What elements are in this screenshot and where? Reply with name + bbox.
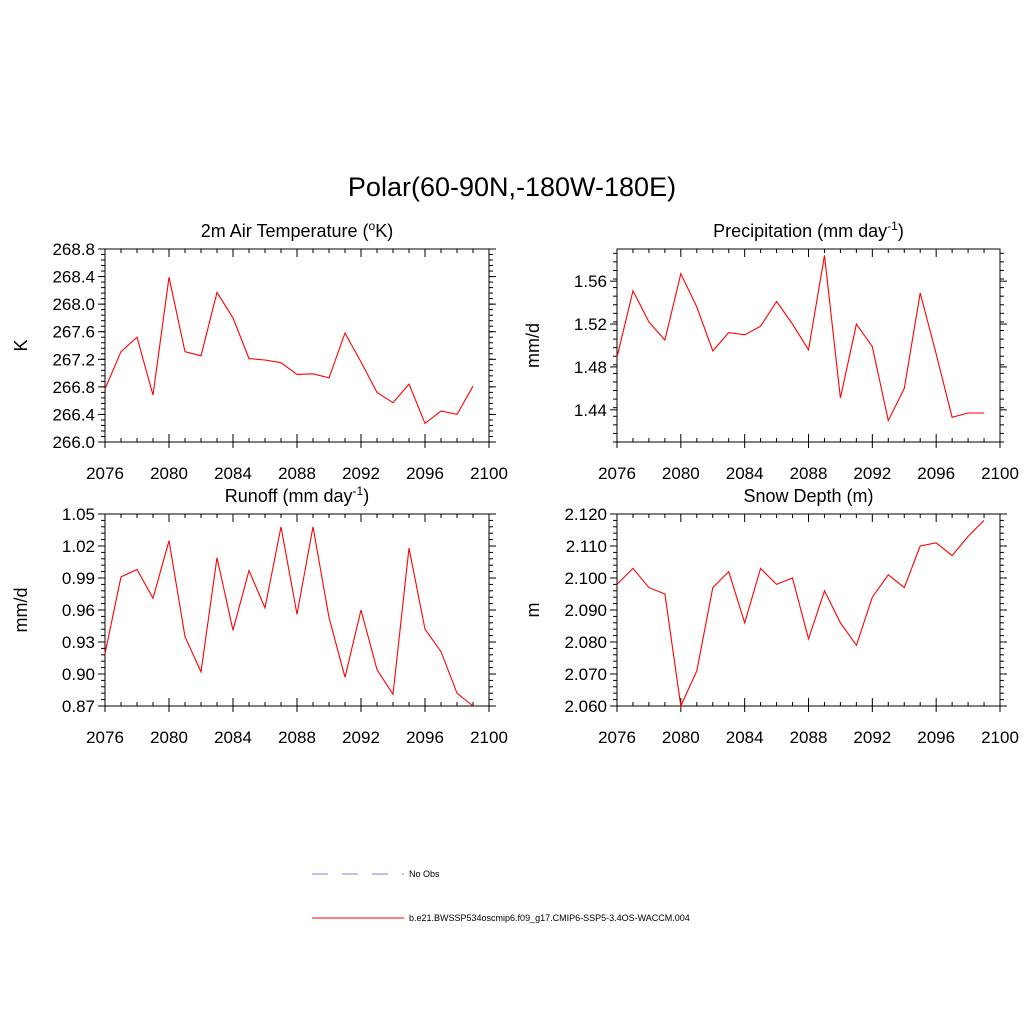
x-tick-label: 2096: [917, 464, 955, 483]
x-tick-label: 2084: [726, 464, 764, 483]
panels-container: 2m Air Temperature (oK) K 2076 2080 2084 2088…: [11, 219, 1019, 747]
x-tick-label: 2084: [214, 728, 252, 747]
legend-model-label: b.e21.BWSSP534oscmip6.f09_g17.CMIP6-SSP5…: [409, 913, 690, 923]
y-tick-label: 2.060: [564, 697, 607, 716]
x-tick-label: 2088: [790, 464, 828, 483]
y-tick-label: 1.48: [574, 358, 607, 377]
y-tick-label: 2.120: [564, 505, 607, 524]
y-tick-label: 266.0: [52, 433, 95, 452]
y-tick-label: 0.96: [62, 601, 95, 620]
y-tick-label: 2.100: [564, 569, 607, 588]
chart-panel-4: Snow Depth (m) m 2076 2080 2084 2088 2092 2096 2…: [523, 486, 1019, 747]
y-tick-label: 267.2: [52, 350, 95, 369]
panel-title: 2m Air Temperature (oK): [201, 219, 393, 241]
y-tick-label: 1.44: [574, 401, 607, 420]
figure-title: Polar(60-90N,-180W-180E): [348, 172, 676, 202]
plot-frame: [104, 513, 490, 707]
x-tick-label: 2092: [342, 728, 380, 747]
y-axis-label: m: [523, 603, 543, 618]
x-tick-label: 2080: [662, 728, 700, 747]
series-line-model: [616, 520, 985, 708]
x-tick-label: 2088: [790, 728, 828, 747]
series-line-model: [104, 277, 474, 425]
x-tick-label: 2092: [342, 464, 380, 483]
y-tick-label: 1.52: [574, 315, 607, 334]
plot-frame: [616, 248, 1001, 443]
x-tick-label: 2084: [726, 728, 764, 747]
y-tick-label: 0.99: [62, 569, 95, 588]
x-tick-label: 2088: [278, 464, 316, 483]
legend: No Obs b.e21.BWSSP534oscmip6.f09_g17.CMI…: [312, 869, 690, 923]
series-line-model: [616, 255, 984, 423]
plot-frame: [616, 513, 1001, 707]
x-tick-label: 2076: [598, 464, 636, 483]
x-tick-label: 2100: [981, 464, 1019, 483]
panel-title: Runoff (mm day-1): [225, 484, 369, 506]
x-tick-label: 2080: [150, 464, 188, 483]
y-tick-label: 2.070: [564, 665, 607, 684]
x-tick-label: 2076: [598, 728, 636, 747]
chart-panel-2: Precipitation (mm day-1) mm/d 2076 2080 2084…: [523, 219, 1019, 483]
chart-panel-3: Runoff (mm day-1) mm/d 2076 2080 2084 2088 209…: [11, 484, 508, 747]
y-tick-label: 2.090: [564, 601, 607, 620]
y-tick-label: 2.080: [564, 633, 607, 652]
y-axis-label: mm/d: [11, 588, 31, 633]
x-tick-label: 2080: [662, 464, 700, 483]
y-axis-label: mm/d: [523, 323, 543, 368]
y-tick-label: 268.0: [52, 295, 95, 314]
y-tick-label: 267.6: [52, 323, 95, 342]
x-tick-label: 2100: [981, 728, 1019, 747]
panel-title: Snow Depth (m): [743, 486, 873, 506]
y-tick-label: 0.90: [62, 665, 95, 684]
plot-frame: [104, 248, 490, 443]
y-tick-label: 2.110: [566, 537, 607, 556]
series-line-model: [104, 526, 474, 707]
x-tick-label: 2096: [917, 728, 955, 747]
x-tick-label: 2092: [853, 728, 891, 747]
y-tick-label: 1.02: [62, 537, 95, 556]
panel-title: Precipitation (mm day-1): [713, 219, 904, 241]
x-tick-label: 2076: [86, 728, 124, 747]
x-tick-label: 2096: [406, 728, 444, 747]
y-tick-label: 1.56: [574, 272, 607, 291]
x-tick-label: 2096: [406, 464, 444, 483]
y-tick-label: 1.05: [62, 505, 95, 524]
x-tick-label: 2080: [150, 728, 188, 747]
y-axis-label: K: [11, 339, 31, 351]
y-tick-label: 266.8: [52, 378, 95, 397]
x-tick-label: 2100: [470, 464, 508, 483]
y-tick-label: 266.4: [52, 405, 95, 424]
x-tick-label: 2084: [214, 464, 252, 483]
x-tick-label: 2088: [278, 728, 316, 747]
x-tick-label: 2076: [86, 464, 124, 483]
y-tick-label: 0.93: [62, 633, 95, 652]
y-tick-label: 268.4: [52, 268, 95, 287]
y-tick-label: 268.8: [52, 240, 95, 259]
legend-obs-label: No Obs: [409, 869, 440, 879]
x-tick-label: 2100: [470, 728, 508, 747]
chart-panel-1: 2m Air Temperature (oK) K 2076 2080 2084 2088…: [11, 219, 508, 483]
x-tick-label: 2092: [853, 464, 891, 483]
y-tick-label: 0.87: [62, 697, 95, 716]
